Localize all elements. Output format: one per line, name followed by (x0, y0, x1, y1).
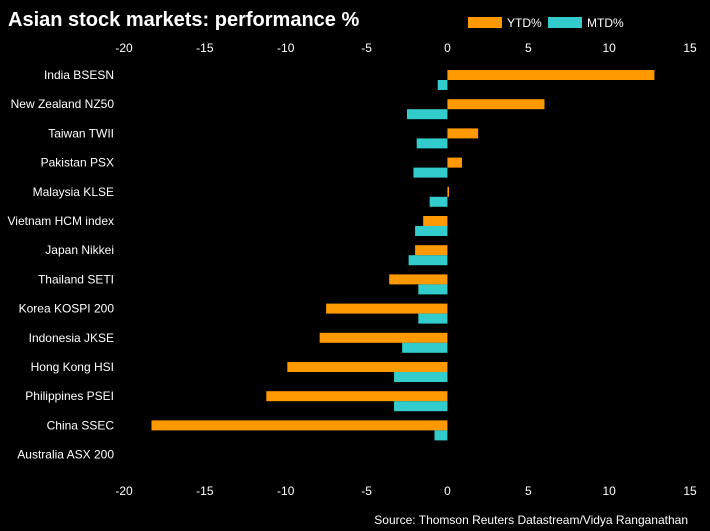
x-tick-bottom: 10 (602, 484, 616, 498)
bar-ytd-china-ssec (151, 420, 448, 431)
bar-ytd-hong-kong-hsi (287, 362, 448, 372)
bar-mtd-philippines-psei (394, 401, 448, 412)
bar-ytd-new-zealand-nz50 (447, 99, 545, 110)
chart-title: Asian stock markets: performance % (8, 9, 359, 31)
bar-mtd-hong-kong-hsi (394, 372, 448, 382)
x-tick-bottom: -5 (361, 484, 372, 498)
bar-ytd-philippines-psei (266, 391, 448, 402)
bar-mtd-japan-nikkei (408, 255, 448, 266)
x-tick-top: 5 (525, 41, 532, 55)
legend-swatch-mtd (548, 17, 582, 28)
bar-ytd-pakistan-psx (447, 157, 462, 168)
category-label: Korea KOSPI 200 (19, 302, 115, 316)
legend-label-mtd: MTD% (587, 16, 624, 30)
bar-mtd-korea-kospi-200 (418, 313, 448, 324)
x-tick-bottom: 0 (444, 484, 451, 498)
legend-label-ytd: YTD% (507, 16, 542, 30)
x-tick-top: -15 (196, 41, 214, 55)
x-tick-top: 0 (444, 41, 451, 55)
category-label: Australia ASX 200 (17, 448, 114, 462)
legend: YTD% MTD% (468, 16, 624, 30)
bar-mtd-taiwan-twii (416, 138, 448, 149)
category-label: Pakistan PSX (41, 156, 114, 170)
bar-ytd-japan-nikkei (415, 245, 448, 256)
x-tick-top: 15 (683, 41, 697, 55)
category-label: Thailand SETI (38, 272, 114, 286)
category-label: China SSEC (47, 418, 115, 432)
category-label: Taiwan TWII (48, 126, 114, 140)
category-label: Vietnam HCM index (8, 214, 115, 228)
bar-ytd-korea-kospi-200 (326, 303, 448, 314)
category-label: India BSESN (44, 68, 114, 82)
bar-mtd-vietnam-hcm-index (415, 226, 448, 236)
x-axis-bottom: -20 -15 -10 -5 0 5 10 15 (115, 484, 697, 498)
x-tick-bottom: 15 (683, 484, 697, 498)
category-label: New Zealand NZ50 (11, 97, 115, 111)
bar-ytd-thailand-seti (389, 274, 448, 285)
bar-ytd-indonesia-jkse (319, 332, 448, 343)
bar-mtd-new-zealand-nz50 (407, 109, 448, 120)
x-tick-top: -10 (277, 41, 295, 55)
category-label: Philippines PSEI (25, 389, 114, 403)
bar-mtd-china-ssec (434, 430, 448, 441)
x-tick-bottom: -15 (196, 484, 214, 498)
bar-mtd-thailand-seti (418, 284, 448, 295)
x-tick-bottom: 5 (525, 484, 532, 498)
bar-mtd-indonesia-jkse (402, 342, 448, 353)
x-tick-top: -20 (115, 41, 133, 55)
bar-ytd-taiwan-twii (447, 128, 479, 139)
bar-mtd-malaysia-klse (429, 196, 448, 207)
category-label: Japan Nikkei (45, 243, 114, 257)
chart-source: Source: Thomson Reuters Datastream/Vidya… (374, 513, 688, 527)
bar-mtd-india-bsesn (437, 80, 448, 90)
bar-ytd-india-bsesn (447, 70, 655, 80)
bars (151, 70, 655, 441)
bar-mtd-pakistan-psx (413, 167, 448, 178)
x-tick-top: -5 (361, 41, 372, 55)
bar-ytd-vietnam-hcm-index (423, 216, 448, 226)
x-axis-top: -20 -15 -10 -5 0 5 10 15 (115, 41, 697, 55)
category-label: Hong Kong HSI (31, 360, 114, 374)
x-tick-bottom: -20 (115, 484, 133, 498)
category-label: Malaysia KLSE (33, 185, 114, 199)
category-label: Indonesia JKSE (29, 331, 114, 345)
bar-ytd-malaysia-klse (447, 186, 450, 197)
x-tick-top: 10 (602, 41, 616, 55)
legend-swatch-ytd (468, 17, 502, 28)
x-tick-bottom: -10 (277, 484, 295, 498)
category-labels: India BSESN New Zealand NZ50 Taiwan TWII Pa… (8, 68, 115, 462)
